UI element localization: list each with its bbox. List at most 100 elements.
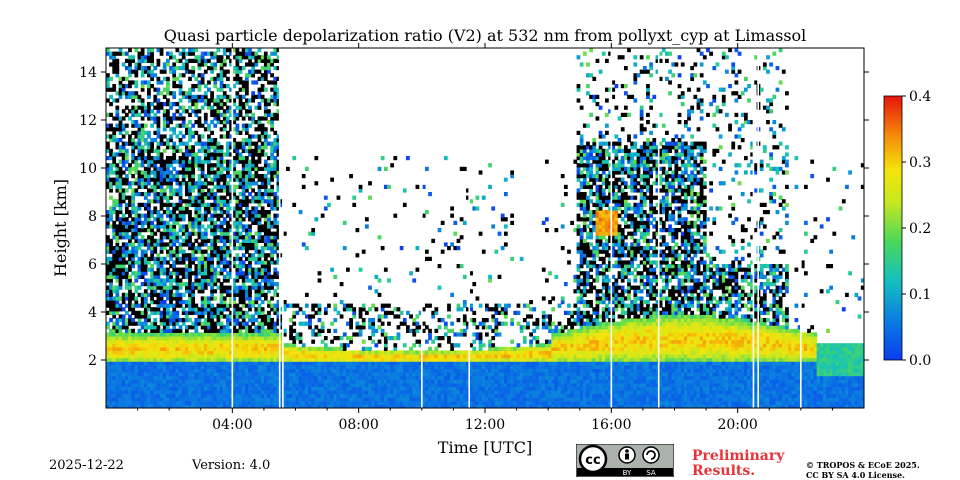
heatmap-cell [143,386,148,391]
heatmap-cell [194,210,199,215]
heatmap-cell [358,393,363,398]
heatmap-cell [216,346,221,351]
heatmap-cell [137,357,142,362]
heatmap-cell [210,379,214,384]
heatmap-cell [235,321,240,326]
heatmap-cell [251,404,256,408]
heatmap-cell [162,94,167,99]
heatmap-cell [263,343,268,348]
heatmap-cell [137,274,142,279]
heatmap-cell [166,310,170,315]
heatmap-cell [219,310,224,315]
heatmap-cell [140,102,145,107]
heatmap-cell [175,321,180,326]
heatmap-cell [128,94,132,99]
heatmap-cell [178,379,183,384]
heatmap-cell [140,69,145,74]
heatmap-cell [162,69,167,74]
heatmap-cell [229,361,233,366]
heatmap-cell [241,361,246,366]
heatmap-cell [235,220,240,225]
heatmap-cell [232,382,237,387]
heatmap-cell [137,170,142,175]
heatmap-cell [134,289,139,294]
heatmap-cell [172,397,177,402]
heatmap-cell [162,364,167,369]
heatmap-cell [226,148,230,153]
heatmap-cell [222,166,227,171]
heatmap-cell [380,357,385,362]
heatmap-cell [162,192,167,197]
heatmap-cell [178,343,183,348]
heatmap-cell [143,55,148,60]
heatmap-cell [241,202,246,207]
heatmap-cell [106,48,110,53]
heatmap-cell [203,264,208,269]
heatmap-cell [115,364,120,369]
heatmap-cell [143,393,148,398]
heatmap-cell [219,163,224,168]
heatmap-cell [166,242,170,247]
heatmap-cell [115,199,120,204]
heatmap-cell [349,339,353,344]
heatmap-cell [159,357,164,362]
heatmap-cell [213,350,218,355]
heatmap-cell [238,159,243,164]
heatmap-cell [166,199,170,204]
heatmap-cell [159,285,164,290]
heatmap-cell [295,404,300,408]
heatmap-cell [115,123,120,128]
heatmap-cell [194,94,199,99]
heatmap-cell [364,368,369,373]
heatmap-cell [241,364,246,369]
heatmap-cell [251,159,256,164]
heatmap-cell [219,84,224,89]
heatmap-cell [263,346,268,351]
heatmap-cell [323,397,328,402]
heatmap-cell [191,166,196,171]
heatmap-cell [150,285,154,290]
heatmap-cell [137,328,142,333]
heatmap-cell [314,357,319,362]
heatmap-cell [210,397,214,402]
heatmap-cell [320,382,325,387]
heatmap-cell [178,224,183,229]
heatmap-cell [229,249,233,254]
heatmap-cell [333,375,338,380]
heatmap-cell [147,238,151,243]
heatmap-cell [238,199,243,204]
heatmap-cell [184,271,189,276]
heatmap-cell [188,202,192,207]
heatmap-cell [276,339,281,344]
heatmap-cell [339,382,344,387]
heatmap-cell [197,372,202,377]
heatmap-cell [244,400,249,405]
heatmap-cell [175,278,180,283]
heatmap-cell [200,249,205,254]
heatmap-cell [143,382,148,387]
heatmap-cell [235,105,240,110]
heatmap-cell [219,199,224,204]
heatmap-cell [241,105,246,110]
heatmap-cell [169,368,173,373]
heatmap-cell [159,48,164,53]
heatmap-cell [159,382,164,387]
heatmap-cell [131,386,136,391]
heatmap-cell [106,51,110,56]
heatmap-cell [150,55,154,60]
heatmap-cell [109,256,113,261]
heatmap-cell [191,393,196,398]
heatmap-cell [147,202,151,207]
heatmap-cell [181,343,186,348]
heatmap-cell [169,174,173,179]
heatmap-cell [314,303,319,308]
heatmap-cell [276,181,281,186]
heatmap-cell [156,372,161,377]
heatmap-cell [178,404,183,408]
heatmap-cell [254,170,259,175]
heatmap-cell [229,224,233,229]
heatmap-cell [238,267,243,272]
heatmap-cell [150,84,154,89]
heatmap-cell [330,267,334,272]
heatmap-cell [207,246,211,251]
